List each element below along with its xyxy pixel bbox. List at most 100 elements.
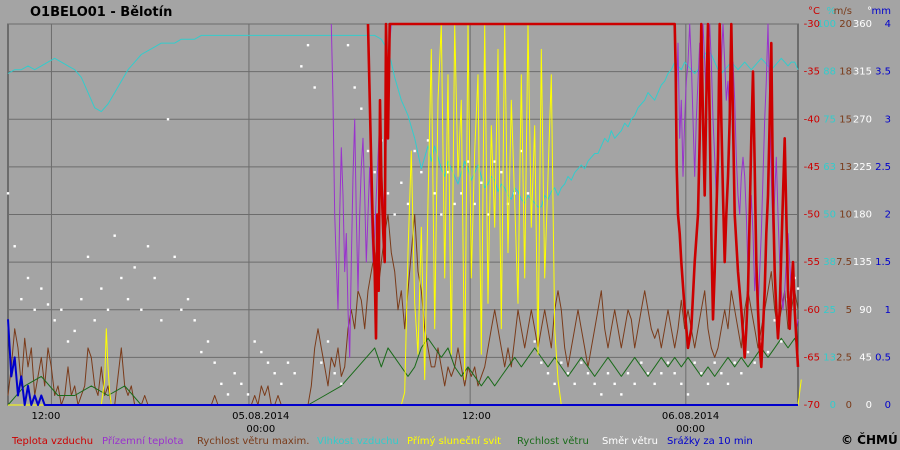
axis-tick-label: 0 <box>846 400 852 411</box>
wind-direction-point <box>766 350 770 354</box>
wind-direction-point <box>286 361 290 364</box>
axis-tick-label: 2.5 <box>875 162 891 173</box>
wind-direction-point <box>620 393 623 396</box>
axis-tick-label: 4 <box>885 19 891 30</box>
x-tick-label: 05.08.2014 <box>232 411 289 422</box>
wind-direction-point <box>246 393 250 396</box>
wind-direction-point <box>693 361 696 364</box>
axis-tick-label: 38 <box>823 257 836 268</box>
wind-direction-point <box>560 361 563 364</box>
wind-direction-point <box>660 372 663 375</box>
wind-direction-point <box>413 149 416 153</box>
wind-direction-point <box>700 372 703 375</box>
axis-tick-label: 270 <box>853 114 872 125</box>
wind-direction-point <box>386 192 390 195</box>
wind-direction-point <box>420 170 423 174</box>
axis-tick-label: -65 <box>804 352 820 363</box>
wind-direction-point <box>93 319 96 322</box>
wind-direction-point <box>600 393 603 396</box>
wind-direction-point <box>213 361 216 364</box>
wind-direction-point <box>546 372 550 375</box>
axis-tick-label: 18 <box>839 67 852 78</box>
wind-direction-point <box>540 361 543 364</box>
wind-direction-point <box>193 319 196 322</box>
wind-direction-point <box>273 372 276 375</box>
wind-direction-point <box>553 382 556 386</box>
legend-entry: Přízemní teplota <box>102 435 184 447</box>
wind-direction-point <box>446 170 450 174</box>
axis-tick-label: 0 <box>830 400 836 411</box>
wind-direction-point <box>466 160 470 163</box>
wind-direction-point <box>346 43 350 47</box>
wind-direction-point <box>720 372 723 375</box>
wind-direction-point <box>753 361 756 364</box>
axis-tick-label: 63 <box>823 162 836 173</box>
series-primy-slunecni-svit <box>8 23 802 406</box>
wind-direction-point <box>373 170 376 174</box>
wind-direction-point <box>240 382 243 386</box>
wind-direction-point <box>333 372 336 375</box>
axis-tick-label: 20 <box>839 19 852 30</box>
wind-direction-point <box>666 361 670 364</box>
axis-tick-label: 1 <box>885 305 891 316</box>
wind-direction-point <box>426 139 430 142</box>
wind-direction-point <box>113 234 116 237</box>
wind-direction-point <box>746 350 750 354</box>
wind-direction-point <box>580 361 583 364</box>
legend-entry: Srážky za 10 min <box>667 435 753 447</box>
axis-tick-label: 50 <box>823 210 836 221</box>
wind-direction-point <box>173 255 176 259</box>
wind-direction-point <box>200 350 203 354</box>
x-tick-label: 06.08.2014 <box>662 411 719 422</box>
wind-direction-point <box>280 382 283 386</box>
wind-direction-point <box>573 382 576 386</box>
legend-entry: Teplota vzduchu <box>11 436 93 447</box>
x-tick-sublabel: 00:00 <box>676 424 705 435</box>
axis-tick-label: 0 <box>866 400 872 411</box>
axis-tick-label: 25 <box>823 305 836 316</box>
right-axes: °C-30-35-40-45-50-55-60-65-70%1008875635… <box>804 6 891 411</box>
wind-direction-point <box>166 118 170 121</box>
axis-unit: m/s <box>834 6 852 17</box>
wind-direction-point <box>33 308 36 311</box>
axis-tick-label: 180 <box>853 210 872 221</box>
wind-direction-point <box>53 319 56 322</box>
legend-entry: Přímý sluneční svit <box>407 435 501 447</box>
series-teplota-vzduchu <box>366 22 800 369</box>
axis-tick-label: 2.5 <box>836 352 852 363</box>
wind-direction-point <box>313 86 316 89</box>
wind-direction-point <box>326 340 330 343</box>
axis-tick-label: -40 <box>804 114 820 125</box>
series-prizemni-teplota <box>330 23 799 358</box>
x-axis: 12:00 05.08.2014 00:00 12:00 06.08.2014 00:00 <box>32 411 720 435</box>
axis-tick-label: -45 <box>804 162 820 173</box>
axis-tick-label: -35 <box>804 67 820 78</box>
axis-tick-label: 3 <box>885 114 891 125</box>
legend-entry: Směr větru <box>602 435 658 447</box>
wind-direction-point <box>293 372 296 375</box>
wind-direction-point <box>486 213 490 216</box>
wind-direction-point <box>153 276 156 280</box>
wind-direction-point <box>706 382 710 386</box>
wind-direction-point <box>500 170 503 174</box>
legend-entry: Rychlost větru <box>517 435 589 447</box>
wind-direction-point <box>86 255 90 259</box>
axis-tick-label: 3.5 <box>875 67 891 78</box>
wind-direction-point <box>740 372 743 375</box>
wind-direction-point <box>40 287 43 290</box>
wind-direction-point <box>646 372 650 375</box>
wind-direction-point <box>126 297 130 301</box>
axis-unit: mm <box>872 6 891 17</box>
wind-direction-point <box>6 192 10 195</box>
axis-tick-label: 0.5 <box>875 352 891 363</box>
wind-direction-point <box>453 202 456 206</box>
wind-direction-point <box>140 308 143 311</box>
wind-direction-point <box>473 202 476 206</box>
axis-tick-label: 5 <box>846 305 852 316</box>
axis-tick-label: 88 <box>823 67 836 78</box>
wind-direction-point <box>606 372 610 375</box>
wind-direction-point <box>253 340 256 343</box>
wind-direction-point <box>366 149 370 153</box>
wind-direction-point <box>626 372 630 375</box>
